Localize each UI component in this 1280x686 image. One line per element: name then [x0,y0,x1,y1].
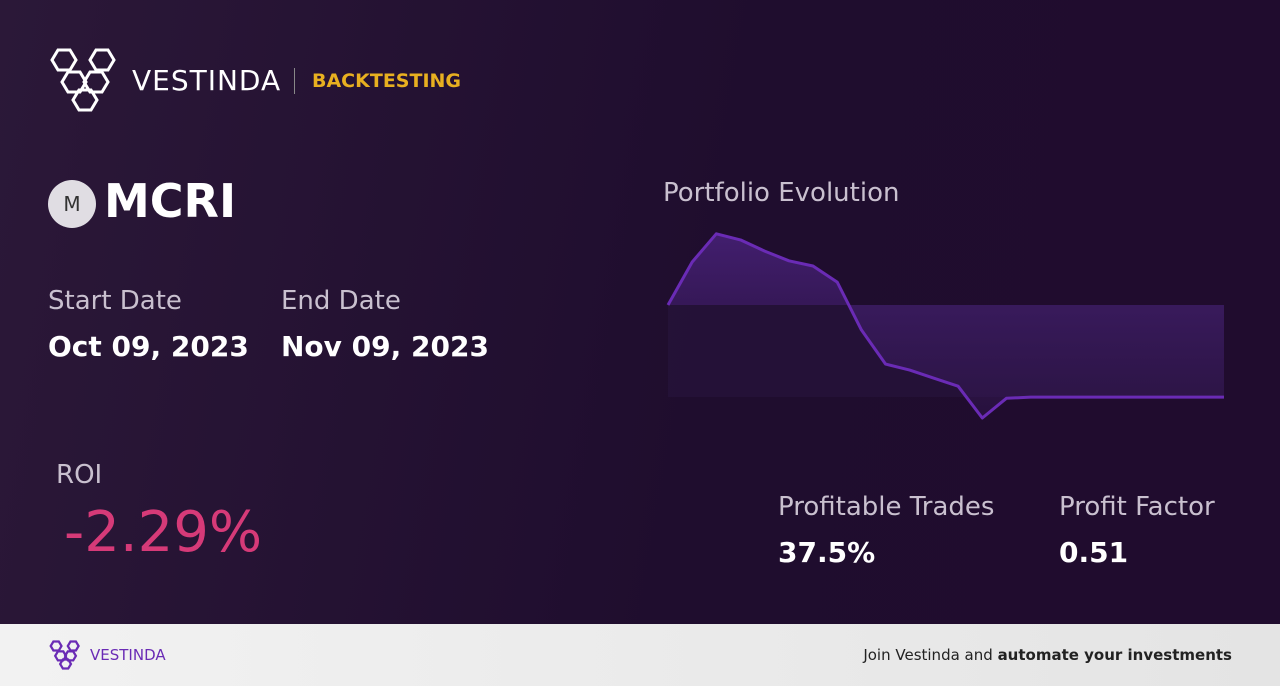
footer: VESTINDA Join Vestinda and automate your… [0,624,1280,686]
profit-factor-value: 0.51 [1059,536,1129,569]
card: VESTINDA BACKTESTING M MCRI Start Date O… [0,0,1280,624]
chart-area [668,233,1224,418]
divider [294,68,295,94]
profit-factor-label: Profit Factor [1059,492,1215,522]
logo [50,48,116,112]
footer-brand: VESTINDA [90,646,166,664]
footer-logo [49,640,80,670]
roi-label: ROI [56,460,103,490]
brand: VESTINDA [132,64,282,97]
roi-value: -2.29% [64,500,263,565]
section: BACKTESTING [312,70,462,92]
start-label: Start Date [48,286,182,316]
chart-title: Portfolio Evolution [663,178,900,208]
footer-bold[interactable]: automate your investments [997,646,1232,664]
profitable-value: 37.5% [778,536,876,569]
footer-cta: Join Vestinda and automate your investme… [863,646,1232,664]
ticker-symbol: MCRI [104,174,237,228]
chart [666,232,1224,420]
end-date: Nov 09, 2023 [281,330,489,363]
ticker-icon: M [48,180,96,228]
end-label: End Date [281,286,401,316]
start-date: Oct 09, 2023 [48,330,249,363]
chart-line [666,232,1224,420]
footer-text: Join Vestinda and [863,646,993,664]
profitable-label: Profitable Trades [778,492,995,522]
